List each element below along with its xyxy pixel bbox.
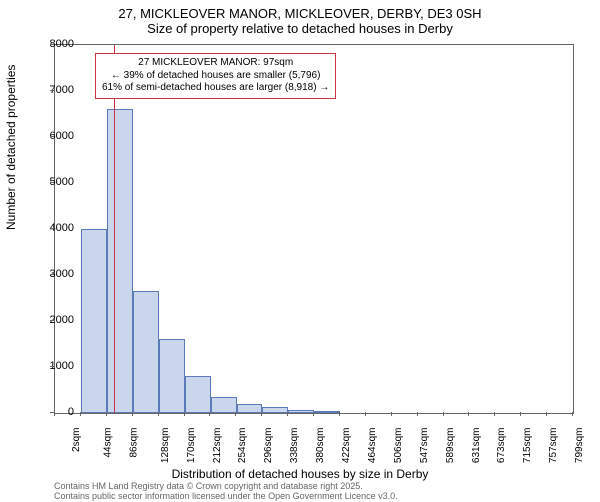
histogram-bar xyxy=(81,229,107,413)
x-tick-mark xyxy=(520,412,521,416)
histogram-bar xyxy=(237,404,263,413)
y-tick-mark xyxy=(50,366,54,367)
annotation-line1: 27 MICKLEOVER MANOR: 97sqm xyxy=(102,57,329,70)
x-tick-mark xyxy=(339,412,340,416)
histogram-bar xyxy=(159,339,185,413)
x-tick-label: 422sqm xyxy=(341,428,352,464)
footer-line2: Contains public sector information licen… xyxy=(54,492,398,502)
y-tick-label: 5000 xyxy=(34,176,74,188)
y-tick-label: 3000 xyxy=(34,268,74,280)
x-tick-mark xyxy=(494,412,495,416)
y-tick-label: 1000 xyxy=(34,360,74,372)
x-tick-mark xyxy=(106,412,107,416)
x-tick-label: 547sqm xyxy=(419,428,430,464)
x-tick-mark xyxy=(417,412,418,416)
y-tick-mark xyxy=(50,320,54,321)
x-tick-mark xyxy=(209,412,210,416)
x-tick-mark xyxy=(184,412,185,416)
y-tick-mark xyxy=(50,228,54,229)
x-tick-mark xyxy=(313,412,314,416)
title-line2: Size of property relative to detached ho… xyxy=(0,21,600,36)
x-tick-label: 338sqm xyxy=(289,428,300,464)
histogram-bar xyxy=(107,109,133,413)
x-tick-label: 2sqm xyxy=(71,428,82,452)
y-tick-label: 7000 xyxy=(34,84,74,96)
x-tick-label: 212sqm xyxy=(212,428,223,464)
x-tick-mark xyxy=(365,412,366,416)
x-tick-mark xyxy=(158,412,159,416)
title-line1: 27, MICKLEOVER MANOR, MICKLEOVER, DERBY,… xyxy=(0,6,600,21)
x-tick-label: 715sqm xyxy=(522,428,533,464)
x-tick-label: 464sqm xyxy=(367,428,378,464)
y-tick-mark xyxy=(50,90,54,91)
x-tick-mark xyxy=(443,412,444,416)
x-tick-mark xyxy=(287,412,288,416)
x-tick-label: 673sqm xyxy=(496,428,507,464)
x-tick-label: 631sqm xyxy=(471,428,482,464)
y-tick-label: 4000 xyxy=(34,222,74,234)
x-tick-label: 799sqm xyxy=(574,428,585,464)
x-tick-mark xyxy=(572,412,573,416)
y-tick-label: 6000 xyxy=(34,130,74,142)
x-tick-label: 128sqm xyxy=(160,428,171,464)
x-tick-mark xyxy=(80,412,81,416)
y-tick-mark xyxy=(50,136,54,137)
plot-area: 27 MICKLEOVER MANOR: 97sqm ← 39% of deta… xyxy=(54,44,574,414)
annotation-line3: 61% of semi-detached houses are larger (… xyxy=(102,82,329,95)
x-tick-label: 589sqm xyxy=(445,428,456,464)
x-tick-label: 170sqm xyxy=(186,428,197,464)
title-block: 27, MICKLEOVER MANOR, MICKLEOVER, DERBY,… xyxy=(0,0,600,36)
x-tick-label: 44sqm xyxy=(102,428,113,458)
footer-attribution: Contains HM Land Registry data © Crown c… xyxy=(54,482,398,502)
annotation-line2: ← 39% of detached houses are smaller (5,… xyxy=(102,70,329,83)
x-tick-mark xyxy=(235,412,236,416)
y-tick-mark xyxy=(50,274,54,275)
x-tick-label: 757sqm xyxy=(548,428,559,464)
y-tick-mark xyxy=(50,182,54,183)
x-tick-mark xyxy=(391,412,392,416)
x-tick-label: 506sqm xyxy=(393,428,404,464)
histogram-bar xyxy=(133,291,159,413)
histogram-bar xyxy=(314,411,340,413)
y-tick-mark xyxy=(50,44,54,45)
y-tick-label: 2000 xyxy=(34,314,74,326)
y-axis-label: Number of detached properties xyxy=(4,65,18,230)
x-tick-mark xyxy=(54,412,55,416)
x-tick-mark xyxy=(468,412,469,416)
x-tick-label: 296sqm xyxy=(263,428,274,464)
x-tick-label: 254sqm xyxy=(237,428,248,464)
y-tick-label: 8000 xyxy=(34,38,74,50)
x-tick-label: 86sqm xyxy=(128,428,139,458)
histogram-bar xyxy=(288,410,314,413)
annotation-callout: 27 MICKLEOVER MANOR: 97sqm ← 39% of deta… xyxy=(95,53,336,99)
x-tick-mark xyxy=(546,412,547,416)
chart-container: 27, MICKLEOVER MANOR, MICKLEOVER, DERBY,… xyxy=(0,0,600,500)
x-tick-mark xyxy=(261,412,262,416)
reference-line xyxy=(114,45,115,413)
histogram-bar xyxy=(185,376,211,413)
x-tick-label: 380sqm xyxy=(315,428,326,464)
x-tick-mark xyxy=(132,412,133,416)
x-axis-label: Distribution of detached houses by size … xyxy=(0,467,600,481)
histogram-bar xyxy=(262,407,288,413)
histogram-bar xyxy=(211,397,237,413)
